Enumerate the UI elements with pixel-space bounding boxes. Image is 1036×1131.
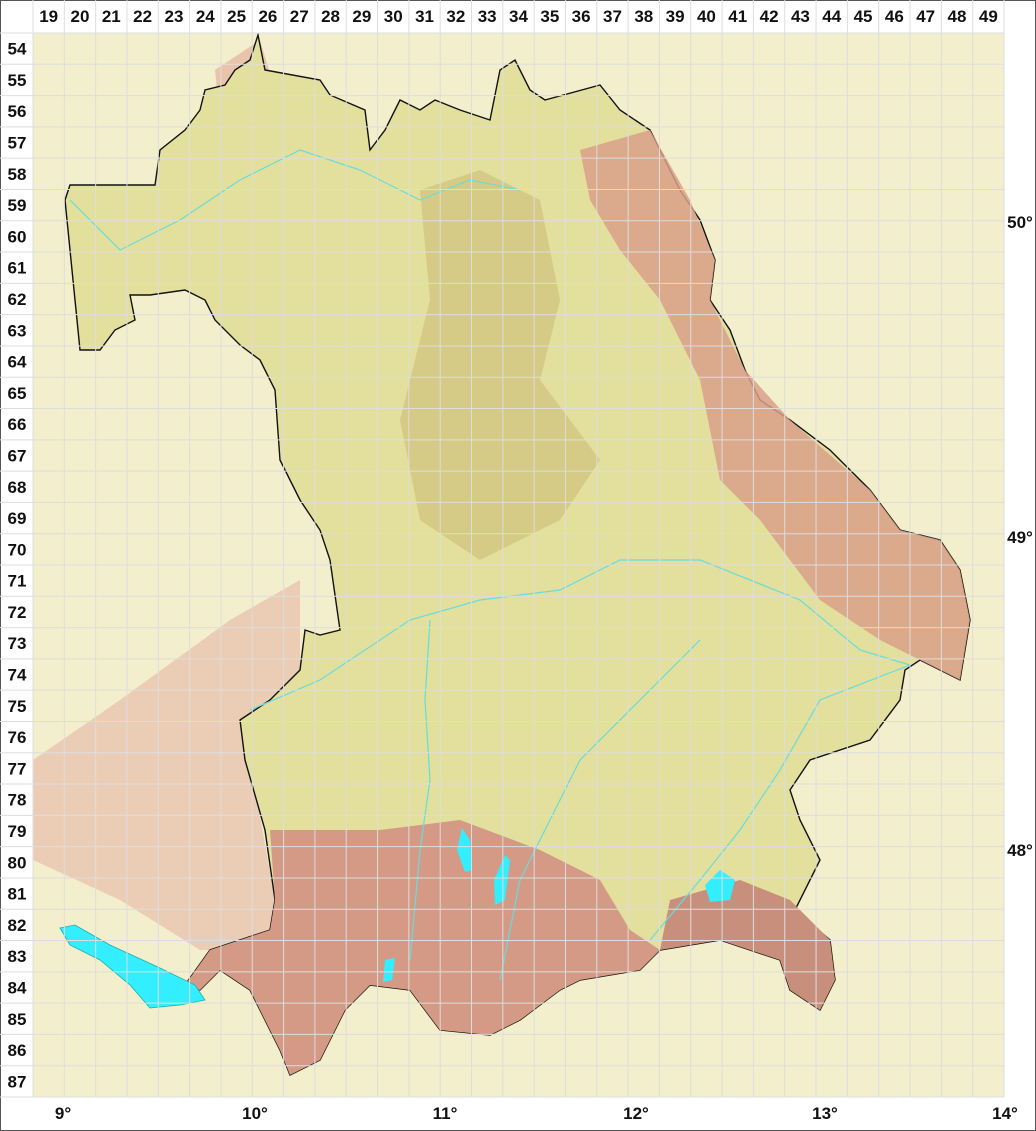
row-label: 71 (8, 572, 27, 591)
row-label: 67 (8, 446, 27, 465)
row-label: 55 (8, 71, 27, 90)
pink-hills-southwest (33, 580, 300, 950)
row-label: 74 (8, 666, 27, 685)
column-label: 25 (227, 7, 246, 26)
row-label: 75 (8, 697, 27, 716)
row-label: 86 (8, 1041, 27, 1060)
column-label: 49 (979, 7, 998, 26)
column-label: 32 (446, 7, 465, 26)
mountain-berchtesgaden (660, 880, 835, 1010)
river-isar (499, 639, 701, 981)
column-label: 26 (258, 7, 277, 26)
column-label: 31 (415, 7, 434, 26)
column-label: 47 (916, 7, 935, 26)
column-label: 42 (760, 7, 779, 26)
lake-forggensee (383, 958, 395, 982)
column-label: 20 (71, 7, 90, 26)
row-label: 87 (8, 1072, 27, 1091)
column-label: 21 (102, 7, 121, 26)
lake-ammersee (457, 828, 472, 872)
column-label: 40 (697, 7, 716, 26)
column-label: 29 (352, 7, 371, 26)
mountain-east-forest (580, 130, 970, 680)
column-label: 41 (728, 7, 747, 26)
row-label: 81 (8, 885, 27, 904)
column-label: 30 (384, 7, 403, 26)
row-label: 73 (8, 634, 27, 653)
row-label: 83 (8, 947, 27, 966)
row-label: 70 (8, 540, 27, 559)
latitude-label: 49° (1007, 528, 1033, 547)
row-label: 57 (8, 134, 27, 153)
column-label: 35 (540, 7, 559, 26)
row-label: 80 (8, 853, 27, 872)
rivers (69, 149, 911, 981)
row-label: 59 (8, 196, 27, 215)
river-danube (249, 559, 911, 711)
river-main (69, 149, 521, 251)
column-label: 28 (321, 7, 340, 26)
column-label: 33 (478, 7, 497, 26)
row-label: 54 (8, 40, 27, 59)
column-label: 27 (290, 7, 309, 26)
row-label: 66 (8, 415, 27, 434)
row-label: 68 (8, 478, 27, 497)
column-label: 22 (133, 7, 152, 26)
river-lech (409, 619, 431, 961)
column-label: 38 (634, 7, 653, 26)
column-label: 39 (666, 7, 685, 26)
longitude-label: 10° (242, 1104, 268, 1123)
row-label: 58 (8, 165, 27, 184)
column-label: 34 (509, 7, 528, 26)
row-label: 84 (8, 978, 27, 997)
row-label: 77 (8, 759, 27, 778)
latitude-label: 48° (1007, 841, 1033, 860)
longitude-label: 14° (992, 1104, 1018, 1123)
longitude-label: 11° (433, 1104, 458, 1123)
row-label: 72 (8, 603, 27, 622)
column-label: 44 (822, 7, 841, 26)
row-label: 64 (8, 353, 27, 372)
row-label: 82 (8, 916, 27, 935)
row-label: 76 (8, 728, 27, 747)
longitude-label: 9° (55, 1104, 71, 1123)
column-label: 36 (572, 7, 591, 26)
lake-constance (59, 924, 206, 1009)
latitude-label: 50° (1007, 213, 1033, 232)
row-label: 85 (8, 1010, 27, 1029)
mountain-alps (185, 820, 660, 1075)
column-label: 43 (791, 7, 810, 26)
row-label: 69 (8, 509, 27, 528)
column-label: 19 (39, 7, 58, 26)
grid-lines (0, 0, 1005, 1098)
column-label: 37 (603, 7, 622, 26)
row-label: 78 (8, 791, 27, 810)
row-label: 62 (8, 290, 27, 309)
lake-starnberger-see (494, 855, 510, 905)
row-label: 65 (8, 384, 27, 403)
column-label: 24 (196, 7, 215, 26)
row-label: 79 (8, 822, 27, 841)
row-label: 56 (8, 102, 27, 121)
column-label: 46 (885, 7, 904, 26)
longitude-label: 12° (623, 1104, 649, 1123)
column-label: 23 (164, 7, 183, 26)
river-inn (649, 664, 911, 941)
column-label: 45 (854, 7, 873, 26)
row-label: 60 (8, 227, 27, 246)
column-label: 48 (948, 7, 967, 26)
row-label: 61 (8, 259, 27, 278)
upland-franconian-jura (400, 170, 600, 560)
grid-labels: 19 20 21 22 23 24 25 26 27 28 29 30 31 32 33 34 35 36 37 38… (8, 7, 1034, 1123)
longitude-label: 13° (812, 1104, 838, 1123)
row-label: 63 (8, 321, 27, 340)
